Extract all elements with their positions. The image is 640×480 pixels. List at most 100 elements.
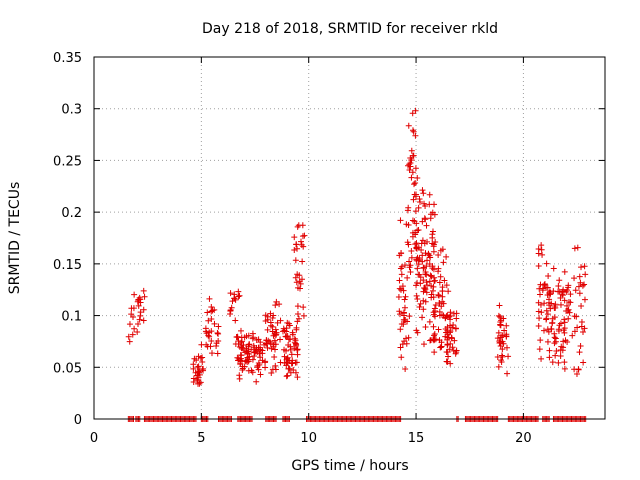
data-point xyxy=(556,322,563,329)
data-point xyxy=(572,287,579,294)
data-point xyxy=(548,326,555,333)
data-point xyxy=(415,226,422,233)
data-point xyxy=(195,353,202,360)
data-point xyxy=(420,297,427,304)
data-point xyxy=(237,327,244,334)
data-point xyxy=(426,261,433,268)
data-point xyxy=(555,359,562,366)
data-point xyxy=(555,283,562,290)
data-point xyxy=(581,281,588,288)
data-point xyxy=(253,336,260,343)
data-point xyxy=(450,321,457,328)
data-point xyxy=(571,275,578,282)
data-point xyxy=(244,358,251,365)
x-axis-label: GPS time / hours xyxy=(291,458,408,474)
data-point xyxy=(415,271,422,278)
data-point xyxy=(196,380,203,387)
data-point xyxy=(208,350,215,357)
data-point xyxy=(413,220,420,227)
data-point xyxy=(495,312,502,319)
data-point xyxy=(268,370,275,377)
data-point xyxy=(246,353,253,360)
data-point xyxy=(420,306,427,313)
data-point xyxy=(575,283,582,290)
data-point xyxy=(544,311,551,318)
data-point xyxy=(451,337,458,344)
data-point xyxy=(400,309,407,316)
data-point xyxy=(294,303,301,310)
data-point xyxy=(264,344,271,351)
data-point xyxy=(128,311,135,318)
data-point xyxy=(196,371,203,378)
data-point xyxy=(419,237,426,244)
data-point xyxy=(294,245,301,252)
data-point xyxy=(405,241,412,248)
data-point xyxy=(544,338,551,345)
data-point xyxy=(294,271,301,278)
data-point xyxy=(580,328,587,335)
data-point xyxy=(426,191,433,198)
data-point xyxy=(205,317,212,324)
data-point xyxy=(453,315,460,322)
data-point xyxy=(413,244,420,251)
data-point xyxy=(561,325,568,332)
data-point xyxy=(415,204,422,211)
data-point xyxy=(402,366,409,373)
y-tick-label: 0.3 xyxy=(61,103,82,118)
data-point xyxy=(430,294,437,301)
data-point xyxy=(496,302,503,309)
data-point xyxy=(564,307,571,314)
data-point xyxy=(555,288,562,295)
data-point xyxy=(552,338,559,345)
data-point xyxy=(420,277,427,284)
data-point xyxy=(535,245,542,252)
data-point xyxy=(499,332,506,339)
data-point xyxy=(494,354,501,361)
data-point xyxy=(272,366,279,373)
data-point xyxy=(407,155,414,162)
data-point xyxy=(257,354,264,361)
data-point xyxy=(204,309,211,316)
data-point xyxy=(429,231,436,238)
data-point xyxy=(408,174,415,181)
data-point xyxy=(406,166,413,173)
data-point xyxy=(214,329,221,336)
data-point xyxy=(285,342,292,349)
data-point xyxy=(445,288,452,295)
data-point xyxy=(293,324,300,331)
data-point xyxy=(299,258,306,265)
data-point xyxy=(446,329,453,336)
data-point xyxy=(214,350,221,357)
data-point xyxy=(238,352,245,359)
data-point xyxy=(419,314,426,321)
data-point xyxy=(257,371,264,378)
data-point xyxy=(233,333,240,340)
x-tick-labels: 0 5 10 15 20 xyxy=(90,431,532,446)
data-point xyxy=(125,333,132,340)
data-point xyxy=(538,355,545,362)
data-point xyxy=(269,323,276,330)
data-point xyxy=(284,354,291,361)
data-point xyxy=(447,360,454,367)
data-point xyxy=(543,307,550,314)
data-point xyxy=(401,304,408,311)
data-point xyxy=(276,301,283,308)
data-point xyxy=(406,258,413,265)
data-point xyxy=(283,328,290,335)
data-point xyxy=(429,228,436,235)
data-point xyxy=(431,330,438,337)
data-point xyxy=(431,277,438,284)
data-point xyxy=(398,354,405,361)
data-point xyxy=(396,311,403,318)
data-point xyxy=(236,292,243,299)
data-point xyxy=(567,299,574,306)
data-point xyxy=(571,245,578,252)
data-point xyxy=(420,264,427,271)
data-point xyxy=(431,211,438,218)
data-point xyxy=(245,332,252,339)
data-point xyxy=(430,323,437,330)
data-point xyxy=(270,343,277,350)
data-point xyxy=(537,301,544,308)
data-point xyxy=(558,291,565,298)
data-point xyxy=(295,315,302,322)
